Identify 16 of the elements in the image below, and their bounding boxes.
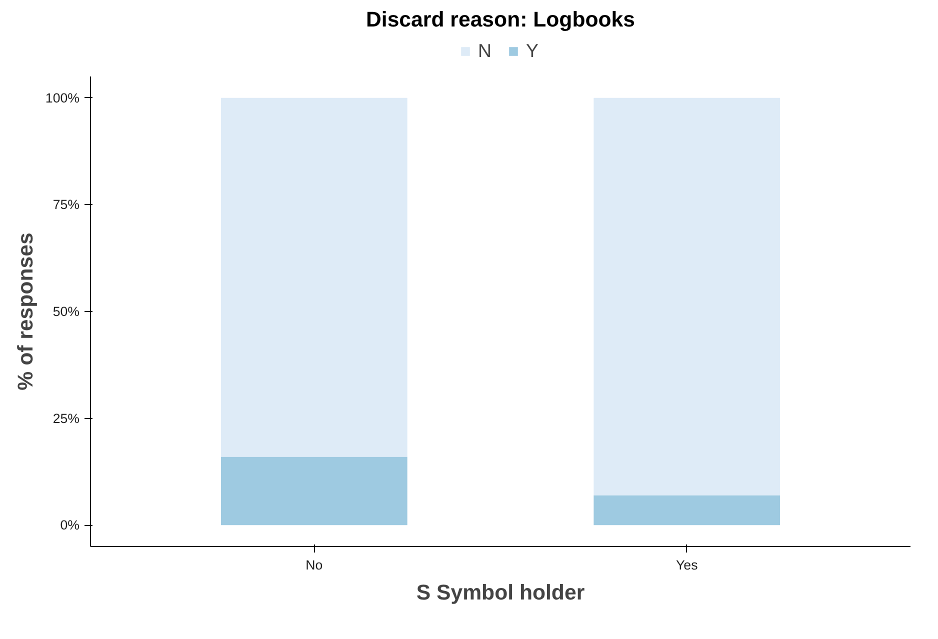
bar: [220, 98, 408, 457]
y-tick-label: 0%: [60, 518, 80, 533]
x-tick-label: Yes: [676, 558, 698, 572]
bar: [220, 456, 408, 526]
y-tick-label: 100%: [45, 90, 80, 106]
chart-title: Discard reason: Logbooks: [366, 8, 636, 32]
bar: [594, 98, 780, 496]
y-axis-title: % of responses: [13, 232, 38, 390]
y-tick-label: 75%: [52, 197, 80, 212]
y-tick-label: 50%: [52, 304, 80, 319]
bar: [594, 495, 780, 526]
y-tick-label: 25%: [52, 410, 80, 426]
legend-label: N: [478, 40, 492, 62]
x-tick-label: No: [306, 558, 323, 572]
legend-label: Y: [526, 40, 540, 62]
x-axis-title: S Symbol holder: [416, 580, 585, 604]
